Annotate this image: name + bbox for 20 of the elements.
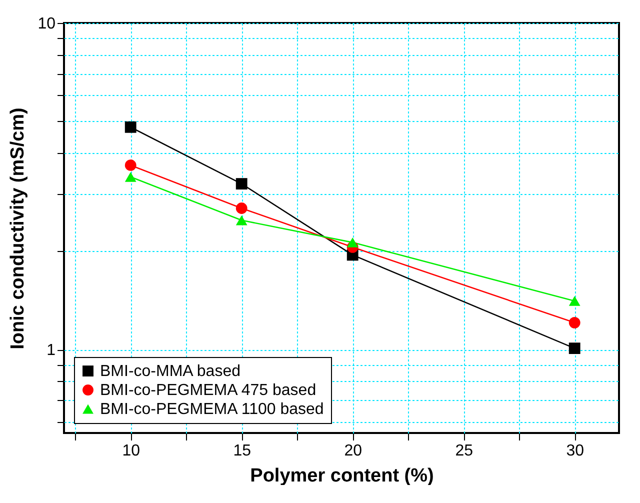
x-tick-label: 15: [233, 442, 252, 460]
y-tick-label: 1: [46, 342, 56, 360]
point: [568, 342, 580, 354]
x-tick-label: 25: [455, 442, 474, 460]
point: [236, 202, 248, 214]
x-tick-label: 20: [344, 442, 362, 460]
point: [124, 121, 136, 133]
legend-label: BMI-co-MMA based: [100, 363, 240, 380]
point: [568, 316, 580, 328]
point: [124, 160, 136, 171]
point: [568, 296, 580, 306]
x-tick-label: 10: [122, 442, 140, 460]
x-tick-label: 30: [566, 442, 584, 460]
legend-label: BMI-co-PEGMEMA 475 based: [100, 382, 316, 399]
point: [346, 237, 358, 248]
point: [236, 178, 248, 190]
point: [124, 172, 136, 182]
y-axis-title: Ionic conductivity (mS/cm): [8, 108, 29, 350]
legend-label: BMI-co-PEGMEMA 1100 based: [100, 401, 324, 418]
point: [236, 215, 248, 226]
